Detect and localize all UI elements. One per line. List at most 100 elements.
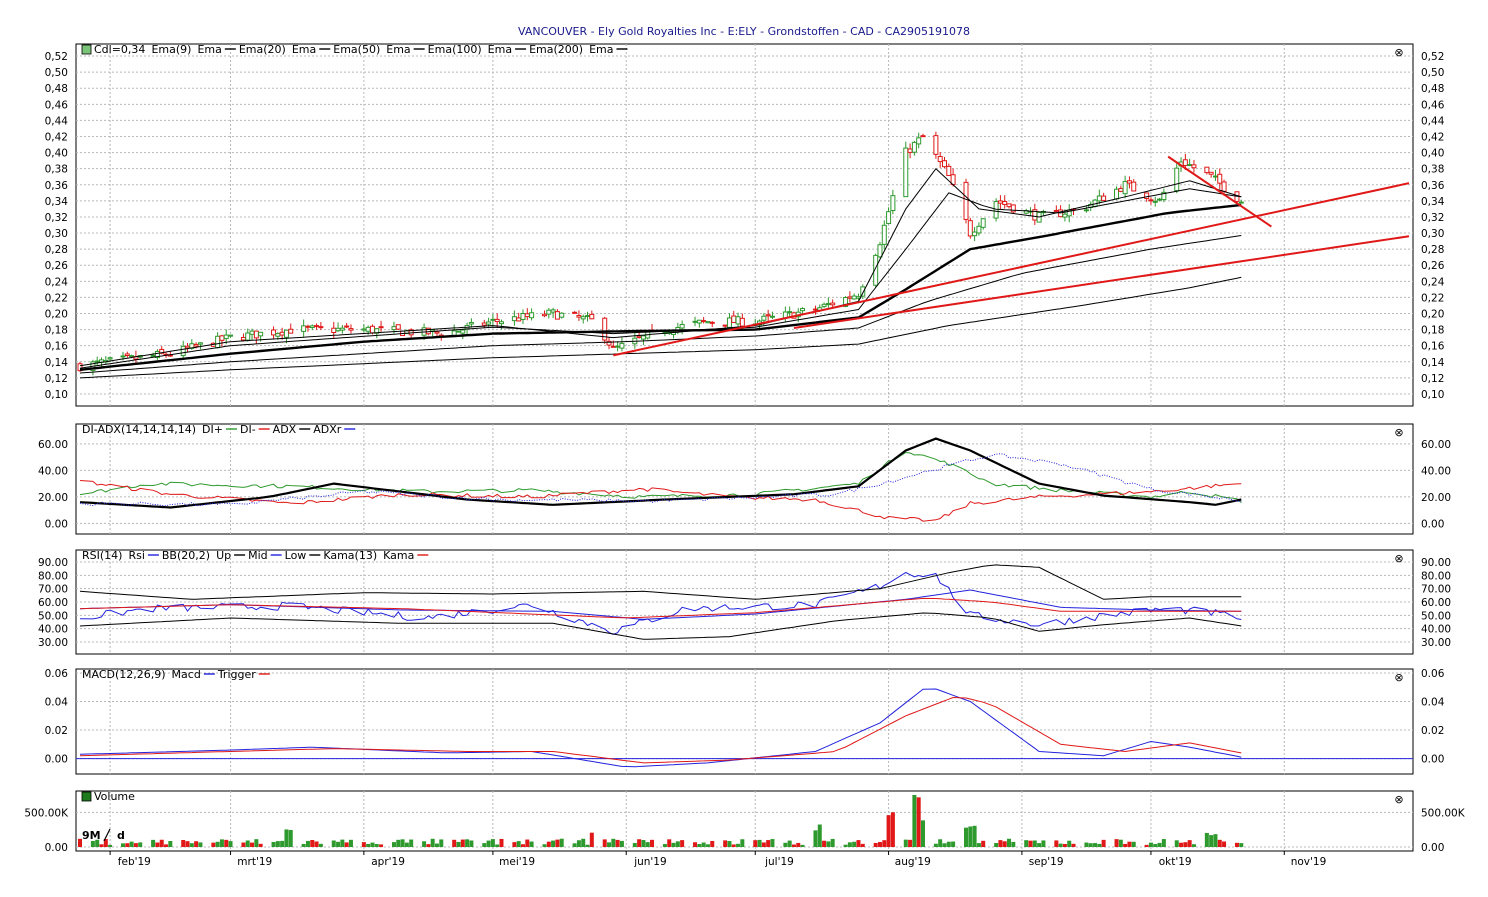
legend-item: DI- <box>240 423 256 436</box>
legend-item: Volume <box>94 790 135 803</box>
close-icon[interactable]: ⊗ <box>1394 793 1403 806</box>
volume-bar <box>877 842 882 847</box>
volume-bar <box>1179 842 1184 847</box>
x-axis-label: jul'19 <box>764 856 794 868</box>
volume-bar <box>490 839 495 847</box>
candle-body <box>154 351 160 359</box>
candle-body <box>1002 201 1008 205</box>
volume-bar <box>1101 839 1106 847</box>
candle-body <box>309 325 315 329</box>
volume-bar <box>396 839 401 847</box>
close-icon[interactable]: ⊗ <box>1394 426 1403 439</box>
volume-bar <box>693 842 698 847</box>
volume-bar <box>1217 839 1222 847</box>
volume-bar <box>1054 840 1059 847</box>
candle-body <box>486 321 492 325</box>
candle-body <box>602 317 608 341</box>
volume-bar <box>1088 843 1093 847</box>
y-tick-label-right: 0,50 <box>1421 67 1444 79</box>
volume-bar <box>770 839 775 847</box>
trendline <box>793 235 1410 329</box>
candle-body <box>722 324 728 327</box>
volume-bar <box>331 840 336 847</box>
volume-bar <box>521 844 525 847</box>
candle-body <box>709 321 715 324</box>
close-icon[interactable]: ⊗ <box>1394 552 1403 565</box>
close-icon[interactable]: ⊗ <box>1394 671 1403 684</box>
legend-swatch <box>81 44 92 55</box>
y-tick-label-left: 0,42 <box>45 132 68 144</box>
volume-bar <box>456 841 461 847</box>
volume-bar <box>426 844 431 847</box>
y-tick-label-right: 0.04 <box>1421 697 1445 709</box>
candle-body <box>283 329 289 338</box>
candle-body <box>731 315 737 323</box>
candle-body <box>787 311 793 314</box>
volume-bar <box>611 838 616 847</box>
volume-bar <box>757 839 762 847</box>
y-tick-label-right: 60.00 <box>1421 439 1451 451</box>
volume-bar <box>366 843 371 847</box>
volume-bar <box>843 844 848 847</box>
volume-bar <box>103 839 108 847</box>
candle-body <box>610 345 616 348</box>
candle-body <box>903 147 909 198</box>
candle-body <box>946 165 952 176</box>
volume-bar <box>542 844 547 847</box>
y-tick-label-right: 80.00 <box>1421 570 1451 582</box>
volume-bar <box>761 842 766 847</box>
interval-label[interactable]: d <box>117 829 125 842</box>
volume-bar <box>310 840 315 847</box>
candle-body <box>696 319 702 324</box>
candle-body <box>559 312 565 318</box>
candle-body <box>1144 192 1150 199</box>
ema-line-2 <box>79 203 1242 371</box>
candle-body <box>589 313 595 320</box>
candle-body <box>1174 167 1180 192</box>
y-tick-label-left: 0,36 <box>45 180 69 192</box>
volume-bar <box>981 840 986 847</box>
volume-bar <box>288 830 293 847</box>
volume-bar <box>787 840 792 847</box>
candle-body <box>976 225 982 234</box>
candle-body <box>890 195 896 212</box>
volume-bar <box>602 839 607 847</box>
volume-bar <box>301 843 306 847</box>
candle-body <box>550 309 556 313</box>
candle-body <box>77 363 83 372</box>
candle-body <box>615 345 621 348</box>
candle-body <box>219 335 225 341</box>
candle-body <box>825 303 831 306</box>
period-label[interactable]: 9M <box>82 829 101 842</box>
candle-body <box>159 348 165 354</box>
volume-bar <box>1204 832 1209 847</box>
candle-body <box>245 332 251 341</box>
y-tick-label-right: 0,32 <box>1421 212 1444 224</box>
y-tick-label-right: 0,10 <box>1421 389 1444 401</box>
candle-body <box>860 286 866 297</box>
x-axis-label: mrt'19 <box>237 856 272 868</box>
y-tick-label-left: 50.00 <box>38 610 68 622</box>
candle-body <box>1238 201 1244 204</box>
volume-bar <box>452 839 457 847</box>
volume-bar <box>998 840 1003 847</box>
candle-body <box>1187 164 1193 167</box>
y-tick-label-right: 0,26 <box>1421 260 1445 272</box>
y-tick-label-right: 0,14 <box>1421 357 1445 369</box>
candle-body <box>498 321 504 325</box>
volume-bar <box>525 839 530 847</box>
volume-bar <box>90 840 95 847</box>
legend-item: DI-ADX(14,14,14,14) <box>82 423 196 436</box>
volume-bar <box>796 842 801 847</box>
close-icon[interactable]: ⊗ <box>1394 46 1403 59</box>
candle-body <box>937 156 943 163</box>
y-tick-label-left: 0,30 <box>45 228 68 240</box>
candle-body <box>821 303 827 307</box>
y-tick-label-left: 60.00 <box>38 439 68 451</box>
volume-bar <box>589 832 594 847</box>
candle-body <box>640 335 646 340</box>
candle-body <box>606 340 612 346</box>
volume-bar <box>1187 840 1192 847</box>
volume-bar <box>581 838 586 847</box>
